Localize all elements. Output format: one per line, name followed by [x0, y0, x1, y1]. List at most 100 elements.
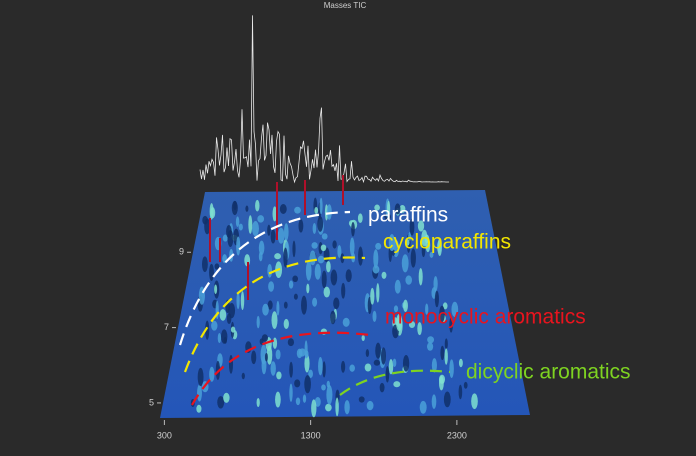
peak — [409, 218, 415, 236]
peak — [421, 244, 426, 258]
peak — [295, 397, 301, 406]
peak — [349, 237, 355, 257]
peak — [340, 253, 345, 264]
peak — [418, 268, 423, 286]
peak — [451, 301, 459, 318]
peak — [344, 400, 350, 415]
peak — [305, 260, 312, 281]
peak — [319, 197, 323, 215]
peak — [373, 249, 379, 269]
y-tick-label: 7 — [164, 322, 169, 332]
peak — [318, 242, 323, 255]
peak — [252, 221, 259, 237]
peak — [330, 310, 336, 325]
peak — [251, 350, 257, 365]
peak — [394, 279, 401, 294]
peak — [391, 249, 395, 256]
annotation: cycloparaffins — [383, 231, 511, 254]
arc — [191, 331, 371, 406]
peak — [421, 229, 428, 247]
peak — [261, 334, 269, 342]
peak — [260, 344, 267, 365]
peak — [433, 276, 438, 292]
peak — [373, 359, 381, 366]
peak — [256, 315, 260, 329]
peak — [240, 291, 245, 310]
peak — [219, 309, 227, 321]
peak — [419, 400, 427, 414]
peak — [372, 265, 380, 274]
peak — [214, 284, 218, 295]
peak — [276, 371, 282, 380]
peak — [209, 263, 214, 281]
peak — [365, 349, 370, 358]
peak — [201, 256, 208, 273]
peak — [311, 242, 318, 249]
peak — [298, 219, 304, 233]
peak — [245, 205, 249, 212]
peaks — [190, 175, 478, 418]
peak — [379, 382, 385, 393]
peak — [314, 396, 321, 407]
peak — [248, 215, 253, 234]
peak — [323, 286, 331, 298]
peak — [340, 360, 346, 373]
peak — [236, 236, 241, 256]
peak — [410, 248, 416, 268]
peak — [326, 380, 330, 388]
peak — [458, 384, 463, 400]
peak — [374, 204, 380, 211]
peak — [434, 290, 439, 308]
annotation: paraffins — [368, 204, 448, 227]
peak — [283, 301, 288, 309]
peak — [309, 250, 316, 266]
peak — [387, 200, 391, 216]
peak — [238, 223, 243, 231]
peak — [228, 355, 234, 374]
peak — [427, 336, 435, 344]
peak — [393, 305, 399, 313]
peak — [335, 397, 339, 417]
x-tick-label: 300 — [157, 430, 172, 440]
peak — [325, 403, 332, 412]
peak — [289, 383, 293, 402]
peak — [317, 216, 324, 232]
y-tick-label: 5 — [149, 397, 154, 407]
y-tick-label: 9 — [179, 247, 184, 257]
peak — [403, 299, 408, 312]
peak — [392, 358, 397, 368]
peak — [405, 275, 412, 285]
peak — [408, 232, 412, 241]
peak — [388, 359, 394, 375]
peak — [277, 227, 285, 244]
peak — [385, 366, 390, 383]
peak — [283, 318, 289, 329]
peak — [233, 200, 237, 211]
peak — [210, 207, 216, 219]
peak — [380, 347, 387, 365]
peak — [294, 379, 301, 388]
peak — [361, 334, 365, 342]
peak — [440, 345, 445, 361]
peak — [287, 338, 295, 347]
peak — [211, 320, 218, 331]
peak — [241, 372, 245, 380]
peak — [279, 204, 287, 214]
peak — [427, 342, 434, 351]
peak — [326, 204, 332, 220]
peak — [438, 376, 444, 391]
region-arcs — [178, 210, 451, 406]
peak — [217, 333, 222, 344]
peak — [289, 361, 293, 378]
peak — [209, 366, 215, 382]
peak — [283, 247, 288, 268]
peak — [394, 203, 401, 215]
arc — [339, 369, 451, 396]
peak — [463, 381, 468, 389]
peak — [351, 222, 355, 237]
peak — [262, 303, 269, 316]
peak — [330, 269, 338, 286]
peak — [431, 358, 437, 373]
peak — [318, 357, 323, 376]
peak — [292, 240, 296, 258]
